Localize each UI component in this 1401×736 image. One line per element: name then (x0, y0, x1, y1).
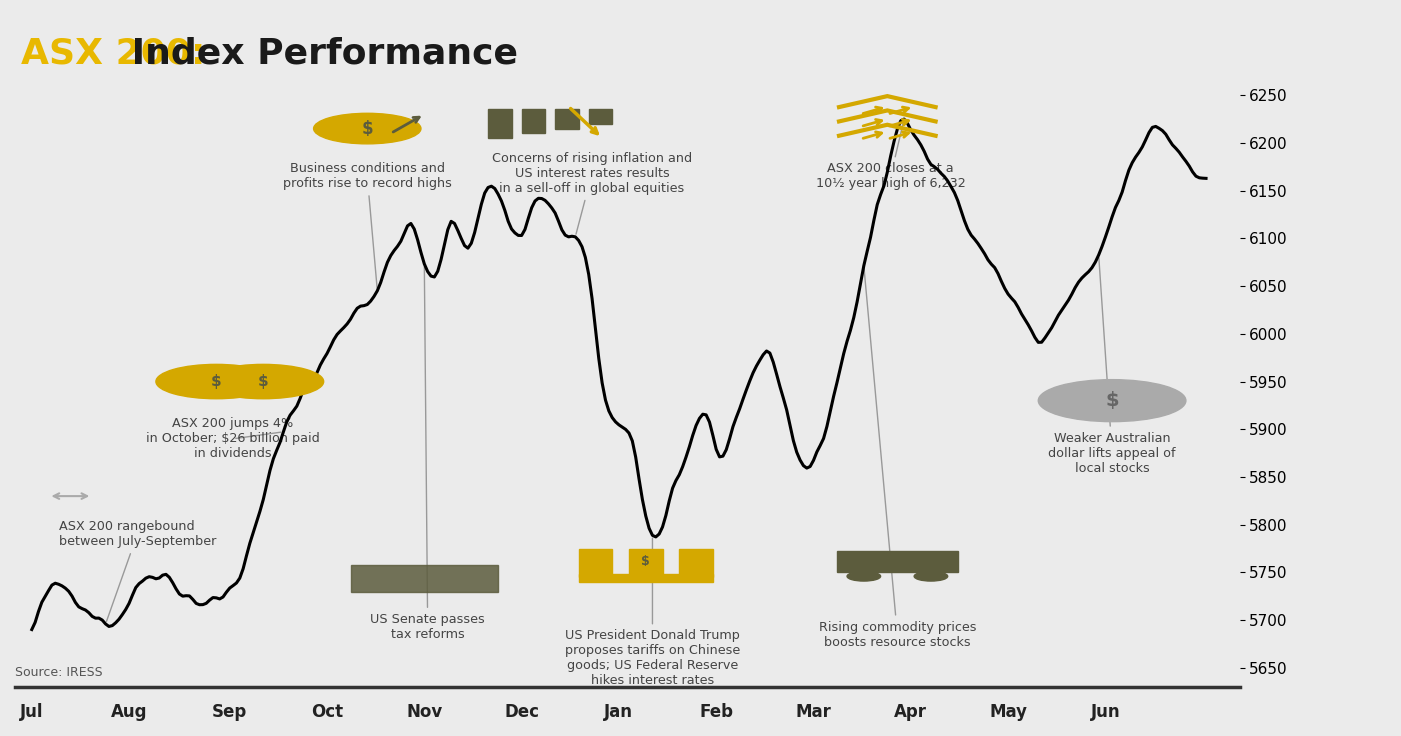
Text: Index Performance: Index Performance (119, 37, 518, 71)
Text: $: $ (642, 554, 650, 567)
Circle shape (1038, 380, 1185, 422)
Text: $: $ (361, 119, 373, 138)
Bar (579, 574, 713, 582)
Text: Source: IRESS: Source: IRESS (15, 666, 102, 679)
Text: $: $ (212, 374, 221, 389)
Circle shape (156, 364, 276, 399)
Text: Rising commodity prices
boosts resource stocks: Rising commodity prices boosts resource … (818, 269, 976, 648)
Text: $: $ (258, 374, 269, 389)
Bar (629, 548, 663, 577)
Text: ASX 200 closes at a
10½ year high of 6,232: ASX 200 closes at a 10½ year high of 6,2… (815, 121, 965, 191)
Text: Concerns of rising inflation and
US interest rates results
in a sell-off in glob: Concerns of rising inflation and US inte… (492, 152, 692, 234)
Bar (555, 110, 579, 129)
Circle shape (848, 572, 881, 581)
Text: US Senate passes
tax reforms: US Senate passes tax reforms (370, 266, 485, 641)
Bar (488, 110, 511, 138)
Text: Weaker Australian
dollar lifts appeal of
local stocks: Weaker Australian dollar lifts appeal of… (1048, 258, 1175, 475)
Circle shape (203, 364, 324, 399)
Bar (579, 548, 612, 577)
Circle shape (913, 572, 947, 581)
Bar (588, 110, 612, 124)
Text: $: $ (1105, 391, 1119, 410)
Bar (836, 551, 958, 573)
Bar (350, 565, 499, 592)
Text: Business conditions and
profits rise to record highs: Business conditions and profits rise to … (283, 163, 451, 288)
Text: US President Donald Trump
proposes tariffs on Chinese
goods; US Federal Reserve
: US President Donald Trump proposes tarif… (565, 538, 740, 687)
Text: ASX 200 jumps 4%
in October; $26 billion paid
in dividends: ASX 200 jumps 4% in October; $26 billion… (146, 417, 319, 460)
Text: ASX 200:: ASX 200: (21, 37, 206, 71)
Circle shape (314, 113, 420, 144)
Bar (521, 110, 545, 133)
Bar (679, 548, 713, 577)
Text: ASX 200 rangebound
between July-September: ASX 200 rangebound between July-Septembe… (59, 520, 216, 621)
